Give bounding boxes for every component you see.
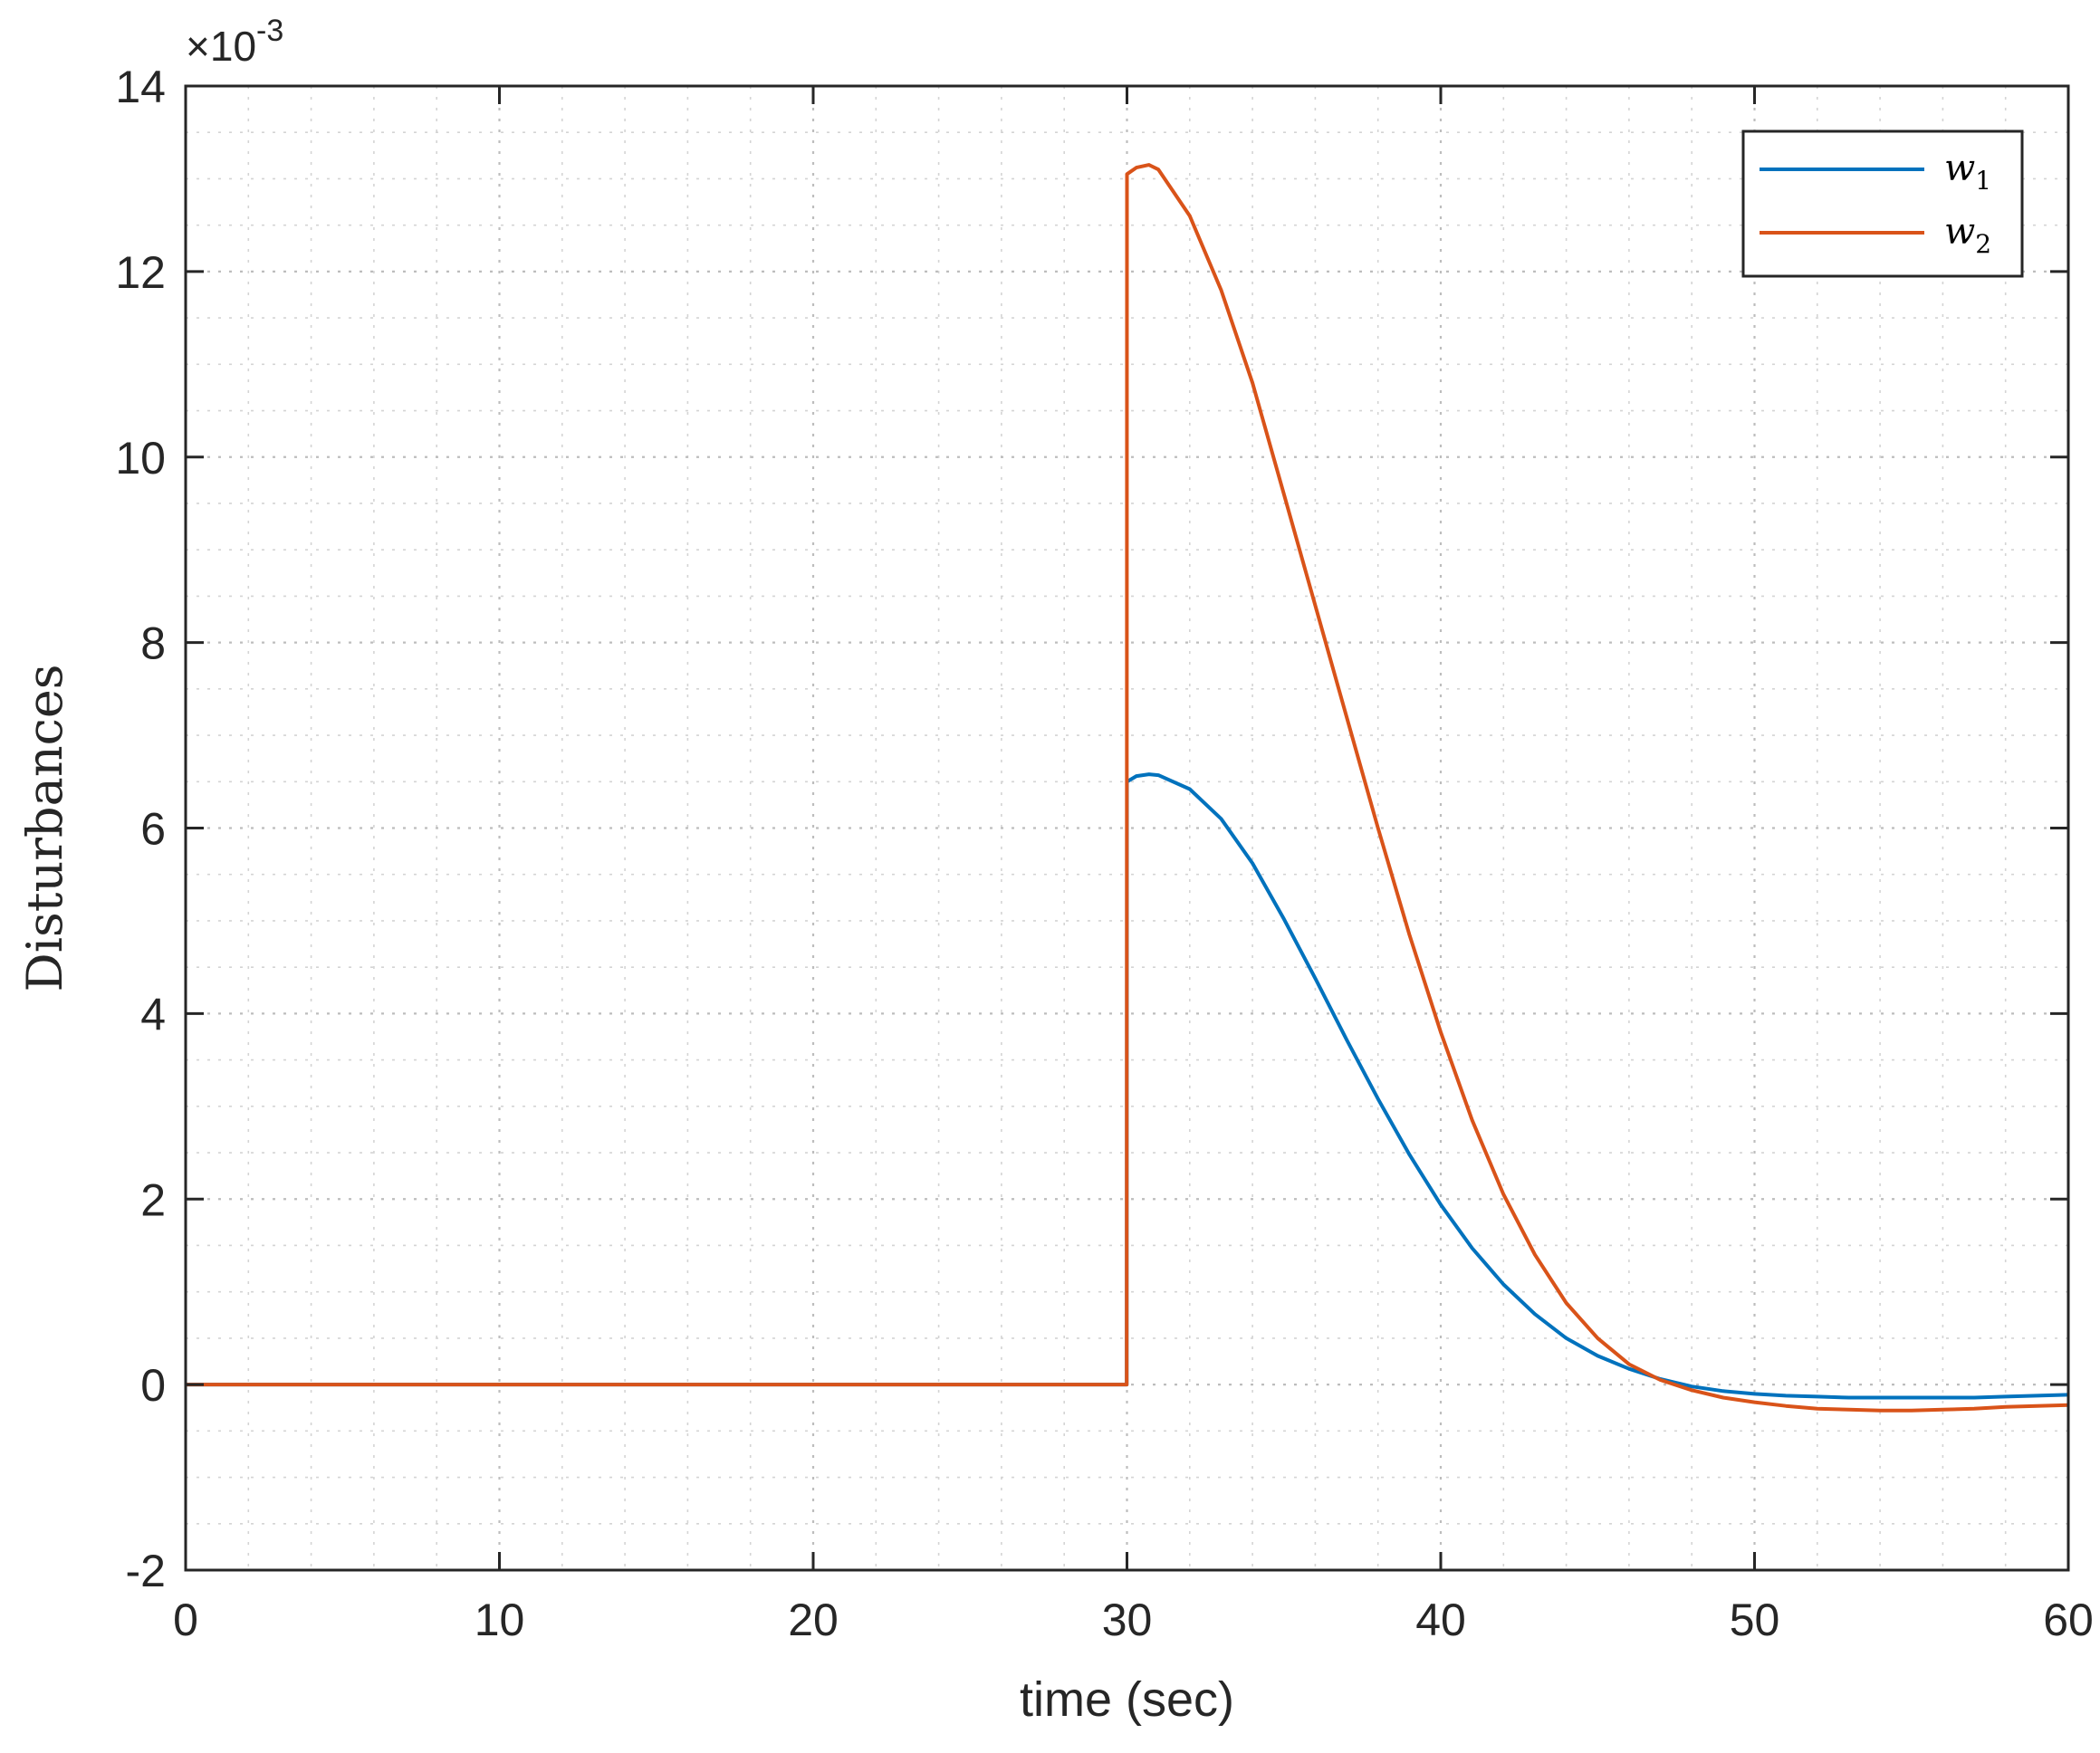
series-layer: [186, 163, 2069, 1413]
series-line-w2: [186, 163, 2069, 1413]
y-exponent-label: ×10-3: [186, 14, 283, 70]
legend-label-w1: w1: [1944, 148, 1991, 196]
y-tick-label: 4: [140, 989, 166, 1039]
y-tick-label: 2: [140, 1174, 166, 1225]
x-tick-label: 0: [173, 1595, 198, 1645]
y-tick-label: 8: [140, 618, 166, 669]
y-tick-label: 12: [115, 247, 166, 298]
x-axis-title: time (sec): [1020, 1672, 1234, 1727]
x-tick-label: 40: [1415, 1595, 1466, 1645]
x-tick-label: 10: [475, 1595, 525, 1645]
y-tick-label: 0: [140, 1360, 166, 1411]
legend-box: [1741, 129, 2024, 278]
x-tick-label: 50: [1730, 1595, 1780, 1645]
x-tick-label: 60: [2043, 1595, 2094, 1645]
y-tick-label: 14: [115, 62, 166, 112]
x-tick-label: 30: [1102, 1595, 1153, 1645]
series-line-w1: [186, 772, 2069, 1400]
y-tick-label: 6: [140, 804, 166, 855]
x-tick-label: 20: [788, 1595, 839, 1645]
y-axis-title: Disturbances: [16, 664, 73, 991]
legend-label-w2: w2: [1944, 211, 1991, 259]
y-tick-label: 10: [115, 433, 166, 484]
y-tick-label: -2: [126, 1546, 166, 1596]
